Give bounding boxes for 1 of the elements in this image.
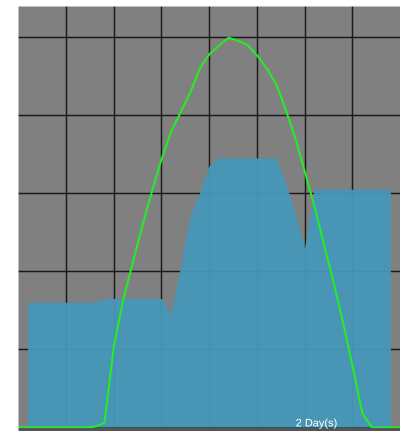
x-axis-title: 2 Day(s) (296, 418, 338, 430)
